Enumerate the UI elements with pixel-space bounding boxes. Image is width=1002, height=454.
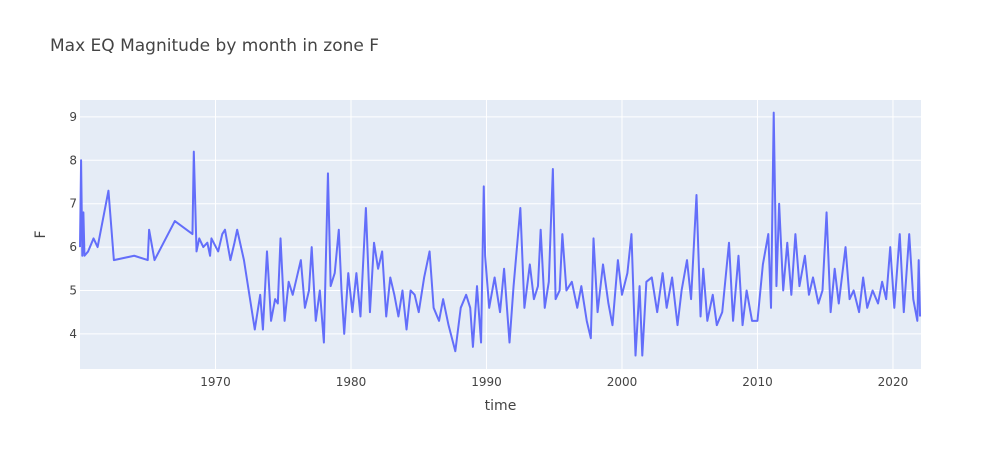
y-tick-label: 6 [69, 240, 77, 254]
x-tick-label: 2020 [878, 375, 909, 389]
y-tick-label: 9 [69, 110, 77, 124]
y-axis-label: F [33, 230, 49, 238]
y-tick-label: 8 [69, 153, 77, 167]
y-tick-label: 7 [69, 197, 77, 211]
y-tick-label: 5 [69, 283, 77, 297]
x-tick-label: 1980 [336, 375, 367, 389]
x-tick-label: 2010 [742, 375, 773, 389]
y-tick-label: 4 [69, 327, 77, 341]
data-line [79, 111, 922, 357]
x-tick-label: 1970 [200, 375, 231, 389]
x-tick-label: 1990 [471, 375, 502, 389]
x-tick-label: 2000 [607, 375, 638, 389]
x-axis-label: time [485, 398, 517, 414]
chart-title: Max EQ Magnitude by month in zone F [50, 36, 379, 56]
